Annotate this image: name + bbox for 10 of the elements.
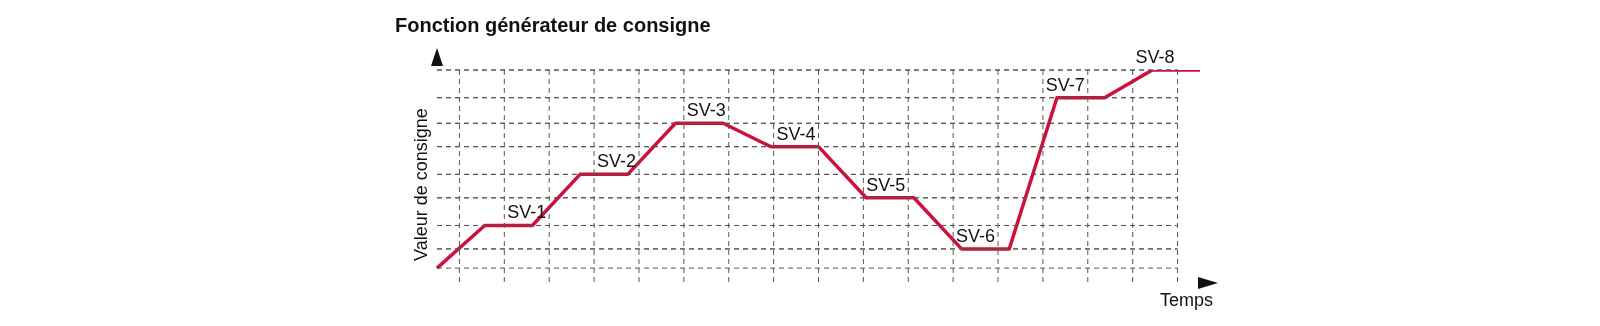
x-axis-title: Temps xyxy=(1160,290,1214,310)
text: SV-8 xyxy=(1135,47,1175,67)
annotation: SV-2 xyxy=(597,151,637,172)
annotation: SV-6 xyxy=(956,225,996,246)
chart-title: Fonction générateur de consigne xyxy=(395,14,711,37)
annotation: SV-4 xyxy=(776,123,816,144)
annotation: SV-3 xyxy=(686,100,726,121)
y-axis-title: Valeur de consigne xyxy=(411,108,431,261)
annotation: SV-5 xyxy=(866,174,906,195)
annotation: SV-7 xyxy=(1045,74,1085,95)
